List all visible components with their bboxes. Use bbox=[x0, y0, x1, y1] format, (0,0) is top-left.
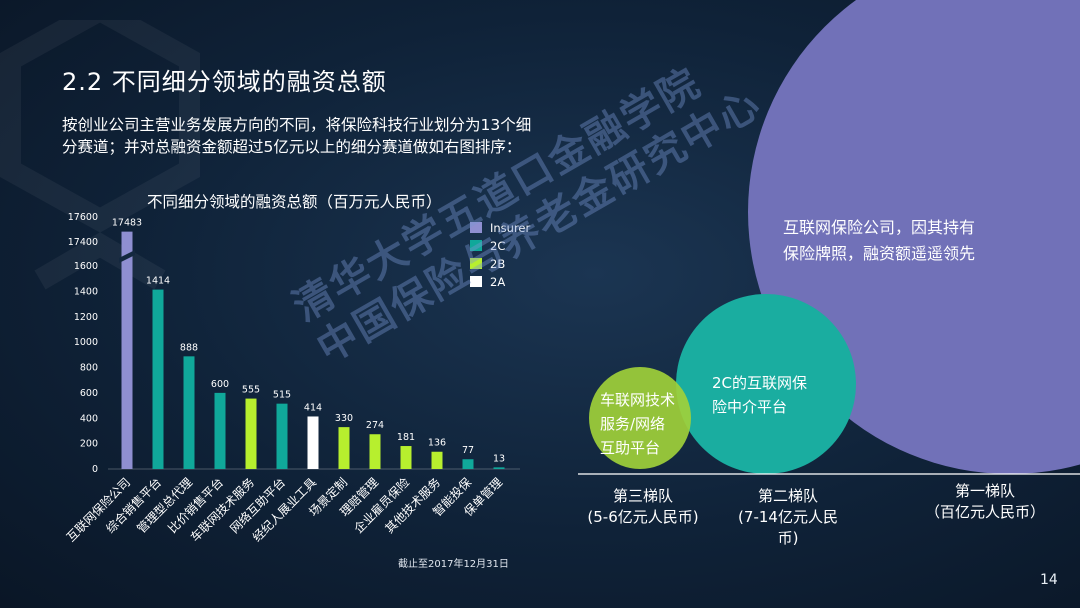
bubble-large-line: 保险牌照，融资额遥遥领先 bbox=[783, 244, 976, 263]
bar bbox=[462, 459, 474, 469]
bar bbox=[276, 403, 288, 469]
bar-value-label: 13 bbox=[493, 453, 505, 464]
y-tick-label: 17400 bbox=[68, 237, 98, 248]
background-logo-mark bbox=[0, 20, 200, 290]
tier-label-line: (7-14亿元人民 bbox=[738, 508, 838, 526]
bubble-large-line: 互联网保险公司，因其持有 bbox=[783, 218, 976, 237]
bubble-large-text: 互联网保险公司，因其持有 保险牌照，融资额遥遥领先 bbox=[783, 215, 975, 267]
bar-value-label: 17483 bbox=[112, 218, 142, 229]
bar-value-label: 77 bbox=[462, 445, 474, 456]
legend-label: 2C bbox=[490, 239, 505, 253]
bubble-small bbox=[589, 367, 691, 469]
bar bbox=[400, 446, 412, 469]
axis-break-marker bbox=[119, 250, 135, 263]
bar-value-label: 414 bbox=[304, 402, 322, 413]
legend-swatch bbox=[470, 240, 482, 251]
bar bbox=[307, 416, 319, 469]
bubble-small-line: 服务/网络 bbox=[600, 415, 666, 433]
bar-value-label: 136 bbox=[428, 438, 446, 449]
bubble-medium-line: 险中介平台 bbox=[712, 398, 788, 416]
bar-value-label: 555 bbox=[242, 385, 260, 396]
bar bbox=[183, 356, 195, 469]
description-line-1: 按创业公司主营业务发展方向的不同，将保险科技行业划分为13个细 bbox=[62, 116, 532, 134]
bubble-small-text: 车联网技术 服务/网络 互助平台 bbox=[600, 388, 675, 460]
y-tick-label: 1400 bbox=[74, 286, 98, 297]
bar bbox=[338, 427, 350, 469]
bar bbox=[121, 231, 133, 469]
bar bbox=[431, 451, 443, 469]
bubble-medium-text: 2C的互联网保 险中介平台 bbox=[712, 371, 807, 419]
slide-title: 2.2 不同细分领域的融资总额 bbox=[62, 68, 387, 96]
y-tick-label: 400 bbox=[80, 413, 98, 424]
bubble-small-line: 互助平台 bbox=[600, 439, 661, 457]
y-tick-label: 17600 bbox=[68, 212, 98, 223]
tier-label-line: 第二梯队 bbox=[757, 487, 818, 505]
y-tick-label: 0 bbox=[92, 464, 98, 475]
tier-label-line: 币) bbox=[777, 529, 799, 547]
y-tick-label: 1000 bbox=[74, 337, 98, 348]
bar-value-label: 274 bbox=[366, 420, 384, 431]
bubble-medium-line: 2C的互联网保 bbox=[712, 374, 808, 392]
legend-label: 2A bbox=[490, 275, 505, 289]
tier-label-line: 第一梯队 bbox=[954, 482, 1015, 500]
page-number: 14 bbox=[1040, 572, 1058, 588]
bar bbox=[493, 467, 505, 469]
legend-label: Insurer bbox=[490, 221, 531, 235]
bar-value-label: 181 bbox=[397, 432, 415, 443]
tier-label-line: （百亿元人民币） bbox=[924, 503, 1045, 521]
bar bbox=[214, 392, 226, 469]
bar-value-label: 1414 bbox=[146, 276, 170, 287]
bar bbox=[245, 398, 257, 469]
slide-description: 按创业公司主营业务发展方向的不同，将保险科技行业划分为13个细 分赛道；并对总融… bbox=[62, 114, 622, 158]
y-tick-label: 600 bbox=[80, 388, 98, 399]
tier-label-first: 第一梯队 （百亿元人民币） bbox=[905, 481, 1065, 523]
y-tick-label: 200 bbox=[80, 439, 98, 450]
bar bbox=[152, 289, 164, 469]
legend-swatch bbox=[470, 222, 482, 233]
bar bbox=[369, 434, 381, 469]
tier-label-third: 第三梯队 (5-6亿元人民币) bbox=[568, 486, 718, 528]
y-tick-label: 1600 bbox=[74, 261, 98, 272]
tier-label-line: 第三梯队 bbox=[612, 487, 673, 505]
bar-value-label: 515 bbox=[273, 390, 291, 401]
y-tick-label: 1200 bbox=[74, 312, 98, 323]
legend-swatch bbox=[470, 276, 482, 287]
legend-swatch bbox=[470, 258, 482, 269]
bar-value-label: 330 bbox=[335, 413, 353, 424]
tier-label-line: (5-6亿元人民币) bbox=[587, 508, 699, 526]
bar-value-label: 888 bbox=[180, 342, 198, 353]
y-tick-label: 800 bbox=[80, 363, 98, 374]
date-note: 截止至2017年12月31日 bbox=[398, 559, 509, 570]
tier-label-second: 第二梯队 (7-14亿元人民 币) bbox=[718, 486, 858, 549]
bubble-medium bbox=[676, 294, 856, 474]
description-line-2: 分赛道；并对总融资金额超过5亿元以上的细分赛道做如右图排序： bbox=[62, 138, 522, 156]
bar-value-label: 600 bbox=[211, 379, 229, 390]
legend-label: 2B bbox=[490, 257, 505, 271]
bar-chart-title: 不同细分领域的融资总额（百万元人民币） bbox=[147, 193, 442, 211]
bubble-small-line: 车联网技术 bbox=[600, 391, 676, 409]
